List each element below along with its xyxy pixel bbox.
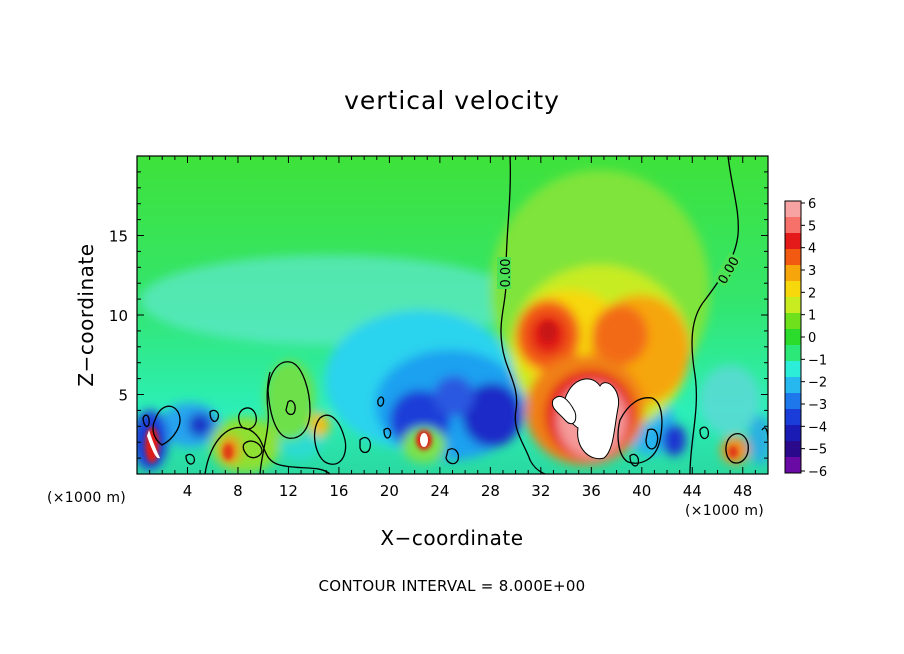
colorbar: 6 5 4 3 2 1 0 −1 −2 −3 −4 −5 −6 [784,197,827,480]
x-tick-label: 32 [531,482,550,500]
y-tick-label: 5 [118,387,128,405]
colorbar-swatch [785,393,801,410]
colorbar-tick-label: −1 [808,353,827,368]
x-tick-label: 28 [481,482,500,500]
colorbar-tick-label: 3 [808,264,816,279]
x-tick-label: 12 [279,482,298,500]
colorbar-swatch [785,217,801,234]
x-tick-label: 48 [733,482,752,500]
colorbar-swatch [785,329,801,346]
chart-title: vertical velocity [344,86,560,115]
colorbar-swatch [785,265,801,282]
x-tick-label: 20 [380,482,399,500]
contour-label-bg [713,252,742,287]
colorbar-swatch [785,345,801,362]
x-axis: 4 8 12 16 20 24 28 32 36 40 44 48 [149,156,756,500]
contour-label: 0.00 [497,257,514,289]
x-tick-label: 40 [632,482,651,500]
colorbar-swatch [785,233,801,250]
colorbar-tick-label: −6 [808,465,827,480]
colorbar-tick-label: −4 [808,420,827,435]
colorbar-swatch [785,441,801,458]
x-unit-left: (×1000 m) [47,490,127,506]
y-axis: 5 10 15 [109,171,768,459]
colorbar-swatch [785,457,801,474]
colorbar-tick-label: 4 [808,242,816,257]
colorbar-swatch [785,409,801,426]
colorbar-swatch [785,249,801,266]
colorbar-swatch [785,313,801,330]
colorbar-tick-label: −2 [808,376,827,391]
x-tick-label: 44 [683,482,702,500]
contour-lines [142,156,768,474]
x-axis-label: X−coordinate [380,526,524,550]
colorbar-swatch [785,201,801,218]
colorbar-swatch [785,377,801,394]
x-tick-label: 24 [430,482,449,500]
velocity-field: 0.00 0.00 [137,156,768,474]
colorbar-swatch [785,297,801,314]
colorbar-tick-label: −3 [808,398,827,413]
colorbar-swatch [785,281,801,298]
contour-label-bg [497,257,511,289]
y-axis-label: Z−coordinate [74,243,98,387]
x-tick-label: 16 [329,482,348,500]
colorbar-swatch [785,361,801,378]
colorbar-tick-label: 2 [808,286,816,301]
colorbar-swatch [785,425,801,442]
colorbar-tick-label: 6 [808,197,816,212]
colorbar-tick-label: 5 [808,219,816,234]
x-unit-right: (×1000 m) [685,503,765,519]
x-tick-label: 36 [582,482,601,500]
y-tick-label: 10 [109,307,128,325]
x-tick-label: 4 [183,482,193,500]
colorbar-tick-label: −5 [808,443,827,458]
colorbar-tick-label: 0 [808,331,816,346]
colorbar-tick-label: 1 [808,309,816,324]
contour-interval-note: CONTOUR INTERVAL = 8.000E+00 [318,577,586,595]
y-tick-label: 15 [109,228,128,246]
x-tick-label: 8 [233,482,243,500]
contour-label-text: 0.00 [499,259,514,288]
